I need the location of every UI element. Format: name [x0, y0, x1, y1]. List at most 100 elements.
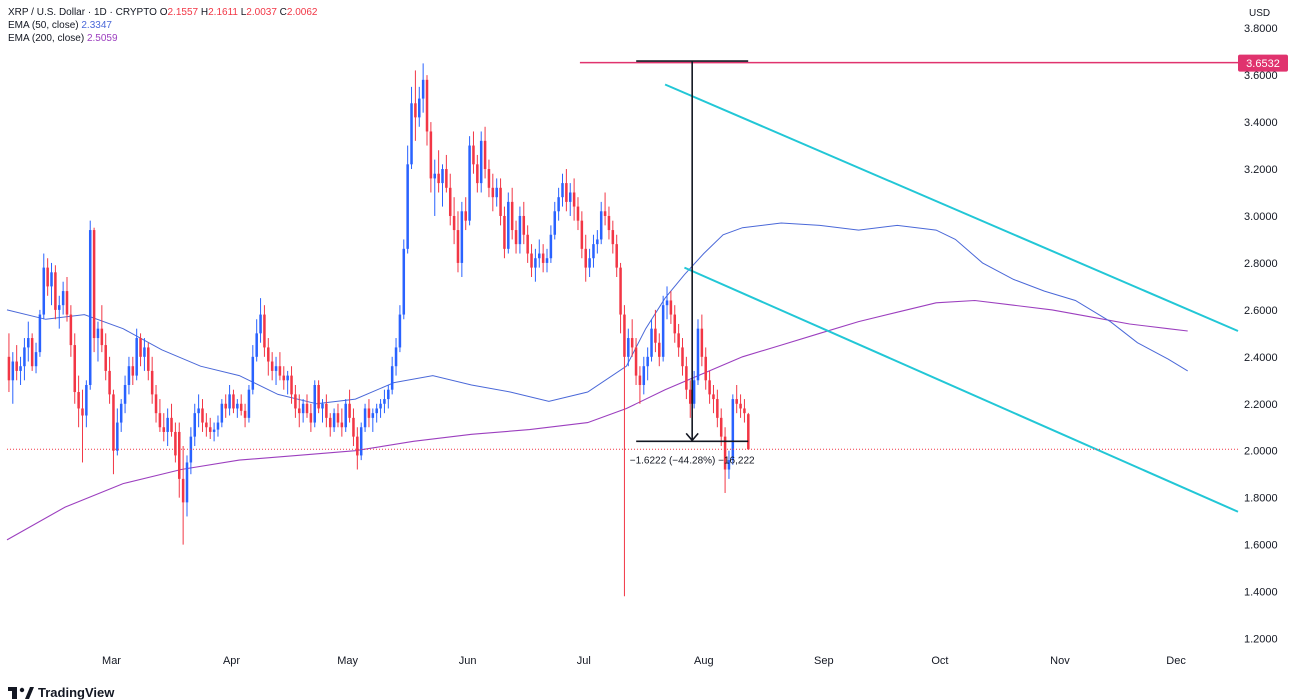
candle: [88, 220, 92, 390]
candle-body: [526, 234, 529, 254]
tradingview-logo[interactable]: TradingView: [8, 685, 114, 700]
candle-body: [174, 431, 177, 456]
candle: [77, 375, 80, 428]
candle-body: [348, 403, 351, 418]
candle-body: [336, 413, 340, 423]
y-tick-label: 1.4000: [1244, 587, 1278, 599]
candle: [344, 399, 347, 432]
candle: [483, 126, 487, 179]
candle-body: [623, 314, 626, 357]
candle: [309, 403, 313, 432]
candle-body: [375, 408, 378, 414]
candle: [727, 450, 731, 479]
y-tick-label: 3.8000: [1244, 23, 1278, 35]
candle-body: [735, 399, 738, 404]
currency-label[interactable]: USD: [1249, 8, 1271, 19]
candle: [696, 319, 700, 385]
high-value: 2.1611: [208, 7, 238, 18]
candle: [127, 356, 131, 395]
candle: [23, 338, 26, 381]
x-tick-label: Aug: [694, 655, 714, 667]
candle: [274, 356, 278, 385]
candle: [712, 384, 715, 414]
candle: [503, 206, 506, 259]
resistance-badge: [1238, 54, 1288, 72]
y-tick-label: 1.8000: [1244, 493, 1278, 505]
candle: [158, 399, 162, 432]
candle: [476, 154, 479, 193]
candle-body: [119, 403, 123, 423]
open-label: O: [159, 7, 168, 18]
y-tick-label: 2.6000: [1244, 305, 1278, 317]
y-tick-label: 1.2000: [1244, 634, 1278, 646]
candle: [81, 389, 84, 463]
candle-body: [646, 356, 649, 367]
candle-body: [27, 338, 30, 348]
candle-body: [154, 394, 158, 414]
candle-body: [603, 211, 607, 216]
candle: [685, 356, 688, 400]
candle: [421, 63, 425, 113]
candle: [65, 277, 69, 322]
candle: [185, 455, 189, 517]
candle: [143, 338, 146, 371]
candle: [642, 356, 646, 395]
candle: [34, 342, 38, 374]
legend-symbol[interactable]: XRP / U.S. Dollar · 1D · CRYPTO: [8, 7, 157, 18]
candle-body: [135, 338, 138, 376]
candle-body: [553, 211, 557, 235]
legend-ema200-row[interactable]: EMA (200, close) 2.5059: [8, 32, 318, 45]
candle: [58, 295, 61, 329]
candle: [54, 265, 57, 320]
candle-body: [104, 345, 107, 371]
candle: [247, 384, 251, 423]
candle-body: [580, 220, 584, 249]
candle: [576, 197, 580, 231]
candle: [572, 178, 576, 221]
candle-body: [92, 230, 96, 339]
candle-body: [61, 291, 65, 306]
candle-body: [178, 431, 181, 479]
candle-body: [545, 258, 549, 263]
candle: [197, 394, 200, 428]
candle: [394, 338, 398, 376]
candle: [286, 370, 289, 395]
candle-body: [572, 192, 576, 207]
candle-body: [549, 234, 553, 259]
candle: [530, 244, 533, 278]
x-tick-label: Jul: [577, 655, 591, 667]
candle: [723, 427, 727, 493]
tradingview-logo-icon: [8, 686, 34, 699]
candle: [108, 356, 111, 404]
candle: [731, 394, 735, 465]
candle: [147, 342, 150, 381]
candle: [96, 321, 100, 362]
candle: [495, 178, 498, 207]
candle: [650, 319, 653, 362]
candle-body: [708, 380, 711, 395]
candle-body: [685, 366, 688, 390]
candle-body: [100, 328, 104, 346]
candle: [135, 328, 138, 381]
candle: [112, 389, 115, 475]
candle-body: [85, 384, 88, 416]
candle: [514, 220, 518, 254]
candle-body: [429, 131, 433, 179]
candle: [298, 394, 301, 428]
candle-body: [181, 478, 185, 503]
legend-ema50-row[interactable]: EMA (50, close) 2.3347: [8, 19, 318, 32]
candle: [30, 333, 34, 371]
candle-body: [294, 394, 297, 409]
candle-body: [479, 140, 483, 184]
candle: [11, 352, 15, 404]
candle-body: [642, 366, 646, 385]
candle-body: [576, 206, 580, 221]
candle-body: [232, 394, 235, 409]
candle: [313, 380, 317, 428]
candle-body: [568, 192, 572, 202]
candle: [232, 389, 235, 414]
candle-body: [468, 145, 471, 221]
candle: [611, 220, 615, 254]
candle-body: [491, 187, 495, 198]
